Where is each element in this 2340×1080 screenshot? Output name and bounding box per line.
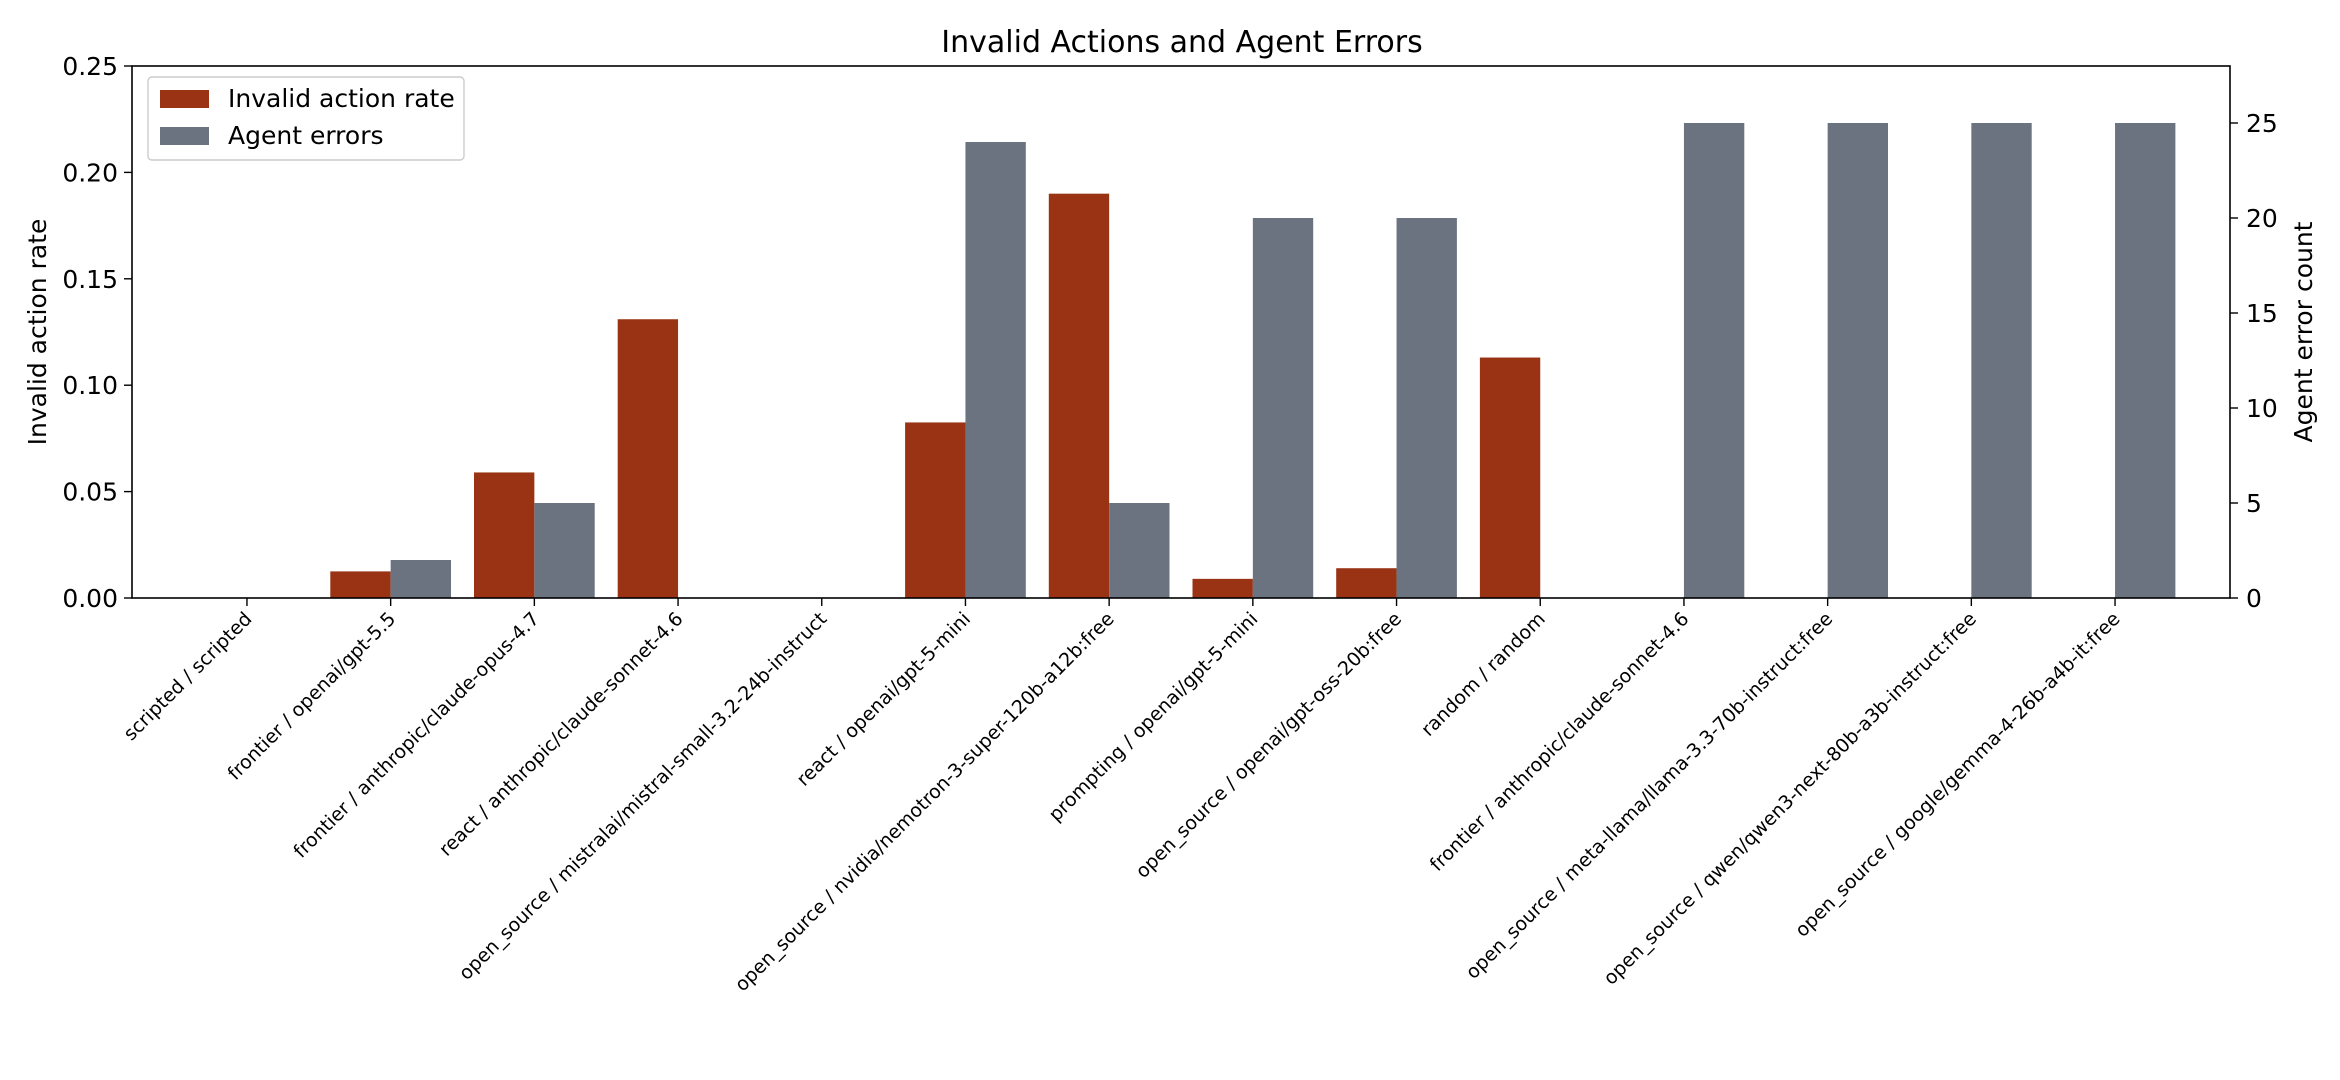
bar-agent-errors-8 bbox=[1396, 218, 1457, 598]
y-tick-label-3: 0.15 bbox=[62, 265, 118, 294]
x-tick-label-1: frontier / openai/gpt-5.5 bbox=[224, 608, 401, 785]
y-tick-label-2: 0.10 bbox=[62, 371, 118, 400]
legend-swatch-invalid-action-rate bbox=[160, 90, 209, 108]
y2-axis-label: Agent error count bbox=[2289, 221, 2318, 442]
x-tick-label-3: react / anthropic/claude-sonnet-4.6 bbox=[435, 608, 688, 861]
legend: Invalid action rate Agent errors bbox=[147, 76, 465, 161]
y2-tick-label-5: 25 bbox=[2246, 109, 2278, 138]
y2-tick-label-3: 15 bbox=[2246, 299, 2278, 328]
y2-tick-label-0: 0 bbox=[2246, 584, 2262, 613]
bar-invalid-action-rate-1 bbox=[330, 571, 391, 598]
y-tick-label-0: 0.00 bbox=[62, 584, 118, 613]
x-tick-label-13: open_source / google/gemma-4-26b-a4b-it:… bbox=[1791, 608, 2125, 942]
y-tick-label-1: 0.05 bbox=[62, 478, 118, 507]
bar-invalid-action-rate-7 bbox=[1192, 578, 1253, 598]
bar-agent-errors-2 bbox=[534, 503, 595, 598]
bar-agent-errors-10 bbox=[1683, 123, 1745, 598]
y-axis-ticks: 0.00 0.05 0.10 0.15 0.20 0.25 bbox=[62, 52, 132, 613]
bar-invalid-action-rate-6 bbox=[1048, 193, 1110, 598]
legend-label-agent-errors: Agent errors bbox=[228, 121, 384, 150]
bar-invalid-action-rate-9 bbox=[1479, 357, 1541, 598]
x-tick-label-0: scripted / scripted bbox=[119, 608, 256, 745]
y2-axis-ticks: 0 5 10 15 20 25 bbox=[2230, 109, 2278, 613]
chart-title: Invalid Actions and Agent Errors bbox=[941, 25, 1422, 60]
bars-group bbox=[330, 123, 2176, 598]
x-tick-label-10: frontier / anthropic/claude-sonnet-4.6 bbox=[1426, 608, 1694, 876]
legend-box bbox=[147, 76, 465, 161]
bar-agent-errors-11 bbox=[1827, 123, 1888, 598]
legend-label-invalid-action-rate: Invalid action rate bbox=[228, 84, 455, 113]
bar-invalid-action-rate-5 bbox=[905, 422, 966, 598]
plot-frame bbox=[131, 65, 2231, 599]
bar-agent-errors-6 bbox=[1109, 503, 1170, 598]
bar-invalid-action-rate-8 bbox=[1336, 568, 1397, 598]
y2-tick-label-2: 10 bbox=[2246, 394, 2278, 423]
y2-tick-label-4: 20 bbox=[2246, 204, 2278, 233]
bar-agent-errors-13 bbox=[2115, 123, 2176, 598]
y2-tick-label-1: 5 bbox=[2246, 489, 2262, 518]
y-tick-label-5: 0.25 bbox=[62, 52, 118, 81]
bar-agent-errors-7 bbox=[1252, 218, 1314, 598]
y-axis-label: Invalid action rate bbox=[23, 219, 52, 446]
bar-invalid-action-rate-3 bbox=[617, 319, 679, 598]
x-tick-label-2: frontier / anthropic/claude-opus-4.7 bbox=[289, 608, 544, 863]
legend-swatch-agent-errors bbox=[160, 127, 209, 145]
bar-agent-errors-5 bbox=[965, 142, 1026, 598]
bar-agent-errors-1 bbox=[390, 560, 452, 598]
y-tick-label-4: 0.20 bbox=[62, 158, 118, 187]
x-tick-label-8: open_source / openai/gpt-oss-20b:free bbox=[1131, 608, 1406, 883]
bar-invalid-action-rate-2 bbox=[474, 472, 535, 598]
x-tick-label-9: random / random bbox=[1417, 608, 1550, 741]
bar-agent-errors-12 bbox=[1971, 123, 2032, 598]
